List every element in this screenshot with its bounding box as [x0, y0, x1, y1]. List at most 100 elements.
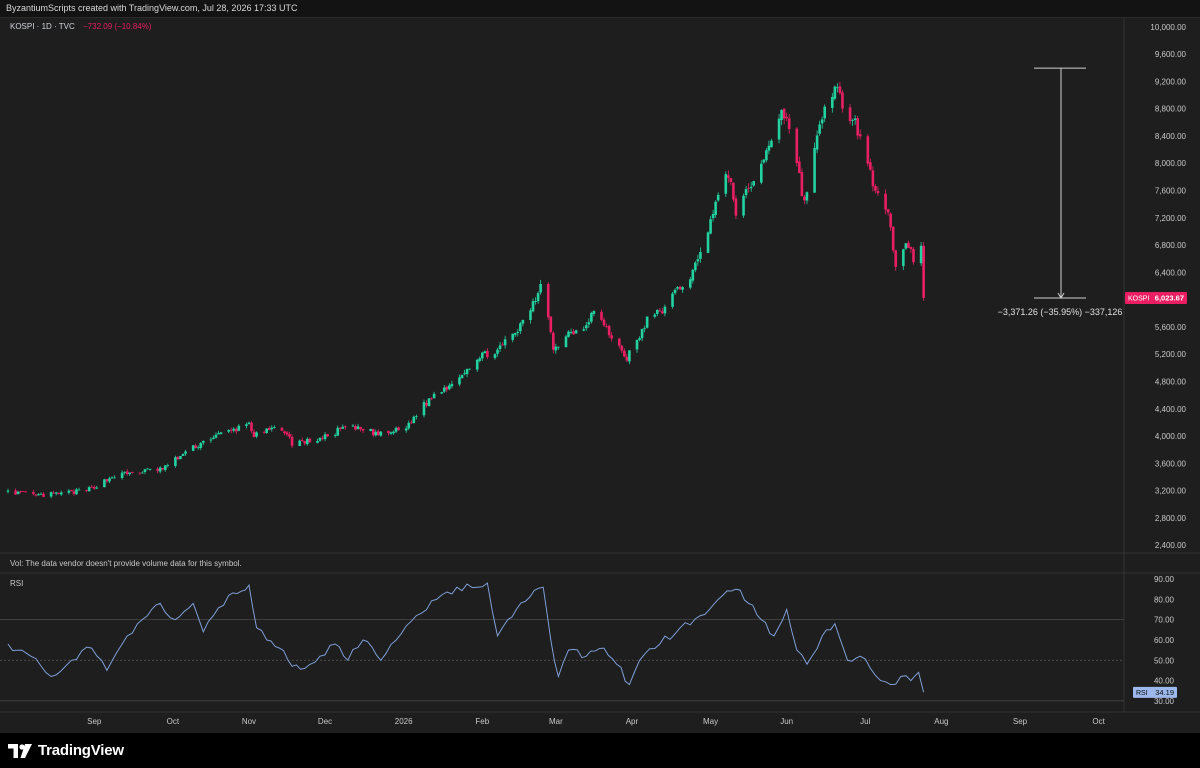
candle-body	[265, 428, 269, 434]
candle-body	[889, 213, 892, 228]
candle-body	[681, 287, 684, 290]
price-axis[interactable]: 10,000.00 9,600.00 9,200.00 8,800.00 8,400.0…	[1150, 23, 1186, 550]
candle-body	[572, 331, 575, 335]
price-tick-label: 5,200.00	[1155, 350, 1187, 359]
candle-body	[290, 436, 294, 446]
candle-body	[158, 467, 162, 472]
chart-canvas[interactable]: 10,000.00 9,600.00 9,200.00 8,800.00 8,400.0…	[0, 0, 1200, 733]
time-tick-label: Sep	[87, 717, 102, 726]
tradingview-logo[interactable]: TradingView	[8, 742, 124, 759]
candle-body	[212, 437, 215, 440]
candle-body	[285, 432, 289, 435]
rsi-tick-label: 80.00	[1154, 595, 1175, 604]
candle-body	[656, 309, 659, 314]
rsi-tick-label: 70.00	[1154, 616, 1175, 625]
candle-body	[866, 136, 870, 164]
candle-body	[179, 456, 182, 460]
candle-body	[724, 174, 728, 194]
candle-body	[798, 161, 801, 174]
candle-body	[747, 188, 750, 190]
candle-body	[567, 331, 570, 337]
candle-body	[645, 316, 649, 328]
candle-body	[6, 490, 10, 492]
candle-body	[379, 431, 383, 436]
candle-body	[511, 333, 515, 340]
candle-body	[699, 252, 702, 259]
rsi-value-tag[interactable]: RSI 34.19	[1133, 686, 1177, 698]
candle-body	[77, 489, 81, 491]
candle-body	[803, 196, 806, 201]
candle-body	[359, 427, 362, 430]
candle-body	[663, 306, 667, 314]
time-tick-label: Aug	[934, 717, 948, 726]
time-axis[interactable]: Sep Oct Nov Dec 2026 Feb Mar Apr May Jun Jul Aug Sep…	[87, 717, 1106, 726]
candle-body	[308, 438, 312, 443]
candle-body	[42, 493, 45, 497]
candle-body	[838, 86, 842, 94]
rsi-axis[interactable]: 90.00 80.00 70.00 60.00 50.00 40.00 30.00	[1154, 575, 1175, 706]
candle-body	[716, 194, 720, 201]
candle-body	[884, 193, 887, 210]
candle-body	[625, 356, 629, 361]
candlestick-series[interactable]	[6, 81, 925, 499]
candle-body	[785, 116, 788, 119]
time-tick-label: Jul	[860, 717, 870, 726]
candle-body	[156, 468, 159, 471]
candle-body	[32, 492, 35, 494]
candle-body	[673, 289, 677, 294]
candle-body	[90, 486, 93, 488]
candle-body	[831, 96, 834, 108]
candle-body	[95, 487, 99, 489]
candle-body	[125, 471, 129, 475]
rsi-series	[7, 582, 925, 693]
candle-body	[640, 328, 644, 339]
candle-body	[536, 293, 540, 302]
candle-body	[564, 336, 568, 348]
measurement-tool[interactable]: −3,371.26 (−35.95%) −337,126	[998, 67, 1123, 317]
candle-body	[711, 213, 715, 219]
price-tick-label: 4,000.00	[1155, 432, 1187, 441]
candle-body	[110, 477, 114, 479]
candle-body	[176, 456, 180, 460]
time-tick-label: 2026	[395, 717, 413, 726]
candle-body	[24, 491, 28, 493]
candle-body	[427, 398, 431, 407]
candle-body	[513, 333, 517, 335]
price-tick-label: 3,600.00	[1155, 459, 1187, 468]
candle-body	[374, 431, 378, 436]
candle-body	[534, 301, 537, 303]
candle-body	[440, 392, 444, 394]
candle-body	[590, 312, 593, 322]
candle-body	[777, 118, 781, 140]
candle-body	[800, 172, 804, 196]
price-tick-label: 8,400.00	[1155, 132, 1187, 141]
price-tick-label: 8,000.00	[1155, 159, 1187, 168]
candle-body	[214, 434, 218, 438]
candle-body	[694, 262, 697, 271]
candle-body	[696, 259, 700, 262]
candle-body	[397, 427, 400, 431]
candle-body	[569, 332, 573, 333]
candle-body	[587, 322, 591, 325]
last-price-tag[interactable]: KOSPI 6,023.67	[1125, 292, 1187, 305]
candle-body	[552, 332, 555, 350]
candle-body	[691, 269, 695, 281]
candle-body	[146, 468, 149, 470]
price-tick-label: 4,800.00	[1155, 377, 1187, 386]
candle-body	[688, 279, 692, 288]
candle-body	[237, 425, 241, 431]
candle-body	[351, 425, 355, 427]
rsi-tick-label: 60.00	[1154, 636, 1175, 645]
candle-body	[782, 108, 786, 119]
candle-body	[303, 441, 307, 444]
candle-body	[181, 453, 185, 456]
candle-body	[52, 492, 55, 494]
candle-body	[815, 135, 819, 150]
candle-body	[529, 310, 532, 321]
candle-body	[584, 325, 588, 329]
candle-body	[836, 87, 839, 89]
candle-body	[902, 249, 905, 267]
candle-body	[318, 438, 322, 441]
candle-body	[87, 487, 91, 492]
symbol-legend[interactable]: KOSPI · 1D · TVC −732.09 (−10.84%)	[10, 22, 152, 31]
